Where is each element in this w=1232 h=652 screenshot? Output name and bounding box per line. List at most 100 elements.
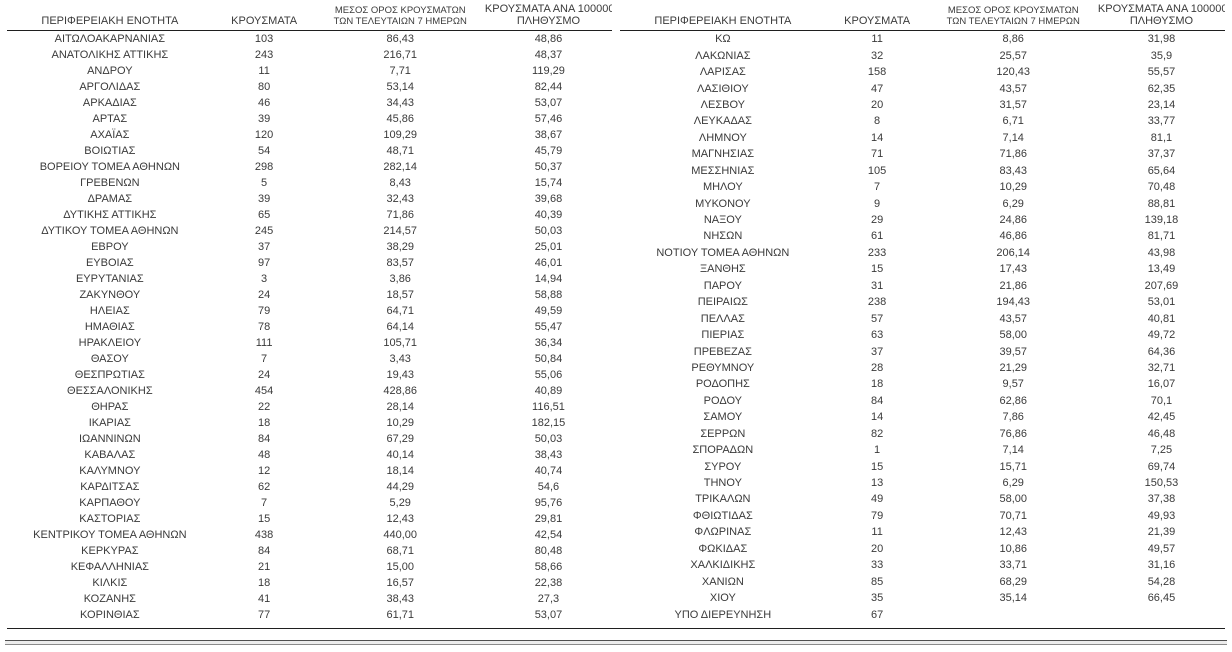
per100k-cell: 80,48 [534, 545, 563, 557]
table-row: ΣΑΜΟΥ 14 7,86 42,45 [620, 409, 1225, 425]
region-cell: ΞΑΝΘΗΣ [699, 263, 746, 276]
per100k-cell: 36,34 [534, 337, 563, 349]
region-cell: ΘΕΣΠΡΩΤΙΑΣ [74, 369, 145, 381]
cases-cell: 14 [870, 131, 884, 144]
region-cell: ΔΥΤΙΚΗΣ ΑΤΤΙΚΗΣ [63, 209, 157, 221]
avg7-cell: 33,71 [999, 559, 1027, 572]
avg7-cell: 45,86 [386, 113, 414, 125]
per100k-cell: 81,71 [1147, 230, 1176, 243]
table-row: ΑΝΑΤΟΛΙΚΗΣ ΑΤΤΙΚΗΣ 243 216,71 48,37 [7, 47, 612, 63]
per100k-cell: 53,01 [1147, 296, 1176, 309]
table-row: ΕΥΡΥΤΑΝΙΑΣ 3 3,86 14,94 [7, 271, 612, 287]
table-row: ΛΕΣΒΟΥ 20 31,57 23,14 [620, 97, 1225, 113]
region-cell: ΓΡΕΒΕΝΩΝ [80, 177, 140, 189]
region-cell: ΠΑΡΟΥ [703, 279, 742, 292]
table-row: ΜΥΚΟΝΟΥ 9 6,29 88,81 [620, 195, 1225, 211]
avg7-cell: 109,29 [383, 129, 418, 141]
table-row: ΚΑΣΤΟΡΙΑΣ 15 12,43 29,81 [7, 511, 612, 527]
cases-cell: 79 [257, 305, 271, 317]
per100k-cell: 55,47 [534, 321, 563, 333]
avg7-cell: 46,86 [999, 230, 1027, 243]
cases-cell: 18 [870, 378, 884, 391]
region-cell: ΕΥΒΟΙΑΣ [85, 257, 134, 269]
cases-cell: 120 [254, 129, 274, 141]
column-header-cases-label: ΚΡΟΥΣΜΑΤΑ [844, 15, 911, 27]
table-row: ΧΑΛΚΙΔΙΚΗΣ 33 33,71 31,16 [620, 557, 1225, 573]
avg7-cell: 15,71 [999, 460, 1027, 473]
table-row: ΒΟΙΩΤΙΑΣ 54 48,71 45,79 [7, 143, 612, 159]
cases-cell: 5 [261, 177, 268, 189]
cases-cell: 22 [257, 401, 271, 413]
avg7-cell: 71,86 [386, 209, 414, 221]
cases-cell: 79 [870, 509, 884, 522]
avg7-cell: 67,29 [386, 433, 414, 445]
per100k-cell: 55,57 [1147, 66, 1176, 79]
table-row: ΑΝΔΡΟΥ 11 7,71 119,29 [7, 63, 612, 79]
avg7-cell: 86,43 [386, 33, 414, 45]
per100k-cell: 33,77 [1147, 115, 1176, 128]
table-row: ΤΗΝΟΥ 13 6,29 150,53 [620, 475, 1225, 491]
cases-cell: 67 [870, 608, 884, 621]
column-header-avg7-line2: ΤΩΝ ΤΕΛΕΥΤΑΙΩΝ 7 ΗΜΕΡΩΝ [946, 16, 1080, 27]
cases-cell: 46 [257, 97, 271, 109]
region-cell: ΚΕΡΚΥΡΑΣ [81, 545, 139, 557]
region-cell: ΣΑΜΟΥ [703, 411, 743, 424]
per100k-cell: 38,43 [534, 449, 563, 461]
table-row: ΘΗΡΑΣ 22 28,14 116,51 [7, 399, 612, 415]
cases-cell: 233 [867, 246, 887, 259]
per100k-cell: 116,51 [532, 401, 565, 413]
cases-cell: 84 [257, 433, 271, 445]
avg7-cell: 15,00 [386, 561, 414, 573]
avg7-cell: 10,86 [999, 542, 1027, 555]
avg7-cell: 3,43 [389, 353, 411, 365]
cases-cell: 11 [871, 526, 883, 539]
cases-cell: 31 [870, 279, 884, 292]
region-cell: ΥΠΟ ΔΙΕΡΕΥΝΗΣΗ [674, 608, 772, 621]
table-row: ΘΕΣΣΑΛΟΝΙΚΗΣ 454 428,86 40,89 [7, 383, 612, 399]
per100k-cell: 49,59 [534, 305, 563, 317]
per100k-cell: 22,38 [534, 577, 563, 589]
region-cell: ΚΕΦΑΛΛΗΝΙΑΣ [70, 561, 149, 573]
region-cell: ΑΝΔΡΟΥ [87, 65, 133, 77]
column-header-per100k: ΚΡΟΥΣΜΑΤΑ ΑΝΑ 100000 ΠΛΗΘΥΣΜΟ [1097, 3, 1225, 31]
cases-cell: 32 [870, 49, 884, 62]
cases-cell: 11 [871, 33, 883, 46]
table-row: ΚΑΛΥΜΝΟΥ 12 18,14 40,74 [7, 463, 612, 479]
cases-cell: 85 [870, 575, 884, 588]
avg7-cell: 120,43 [996, 66, 1031, 79]
per100k-cell: 46,01 [534, 257, 563, 269]
column-header-per100k-line2: ΠΛΗΘΥΣΜΟ [1129, 15, 1194, 27]
cases-cell: 77 [257, 609, 271, 621]
per100k-cell: 182,15 [531, 417, 566, 429]
region-cell: ΠΕΙΡΑΙΩΣ [697, 296, 748, 309]
column-header-per100k-line1: ΚΡΟΥΣΜΑΤΑ ΑΝΑ 100000 [1097, 3, 1225, 15]
avg7-cell: 31,57 [999, 98, 1027, 111]
cases-cell: 438 [254, 529, 274, 541]
region-cell: ΛΕΣΒΟΥ [700, 98, 746, 111]
per100k-cell: 54,28 [1147, 575, 1176, 588]
per100k-cell: 64,36 [1147, 345, 1176, 358]
avg7-cell: 61,71 [386, 609, 414, 621]
region-cell: ΔΥΤΙΚΟΥ ΤΟΜΕΑ ΑΘΗΝΩΝ [41, 225, 179, 237]
table-row: ΙΚΑΡΙΑΣ 18 10,29 182,15 [7, 415, 612, 431]
avg7-cell: 70,71 [999, 509, 1027, 522]
per100k-cell: 70,1 [1150, 394, 1173, 407]
avg7-cell: 7,86 [1002, 411, 1024, 424]
avg7-cell: 214,57 [383, 225, 418, 237]
region-cell: ΦΛΩΡΙΝΑΣ [694, 526, 752, 539]
column-header-region: ΠΕΡΙΦΕΡΕΙΑΚΗ ΕΝΟΤΗΤΑ [7, 3, 213, 31]
avg7-cell: 6,29 [1002, 477, 1024, 490]
per100k-cell: 207,69 [1144, 279, 1179, 292]
table-row: ΗΡΑΚΛΕΙΟΥ 111 105,71 36,34 [7, 335, 612, 351]
region-cell: ΑΙΤΩΛΟΑΚΑΡΝΑΝΙΑΣ [54, 33, 166, 45]
table-row: ΓΡΕΒΕΝΩΝ 5 8,43 15,74 [7, 175, 612, 191]
per100k-cell: 150,53 [1144, 477, 1179, 490]
table-row: ΠΕΛΛΑΣ 57 43,57 40,81 [620, 310, 1225, 326]
avg7-cell: 34,43 [386, 97, 414, 109]
table-row: ΚΕΝΤΡΙΚΟΥ ΤΟΜΕΑ ΑΘΗΝΩΝ 438 440,00 42,54 [7, 527, 612, 543]
table-row: ΝΑΞΟΥ 29 24,86 139,18 [620, 212, 1225, 228]
per100k-cell: 57,46 [534, 113, 563, 125]
column-header-avg7-line2: ΤΩΝ ΤΕΛΕΥΤΑΙΩΝ 7 ΗΜΕΡΩΝ [333, 16, 467, 27]
avg7-cell: 39,57 [999, 345, 1027, 358]
per100k-cell: 119,29 [532, 65, 565, 77]
